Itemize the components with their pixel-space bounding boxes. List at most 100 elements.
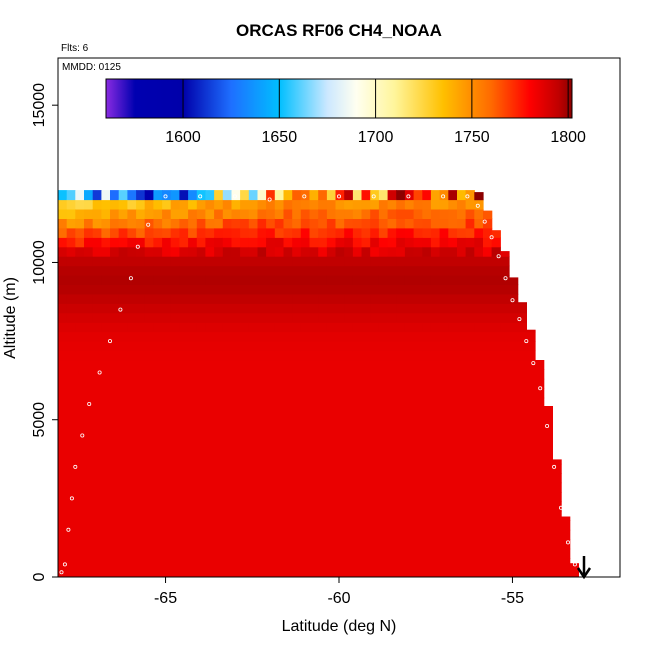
field-cell — [318, 199, 328, 210]
field-cell — [474, 369, 484, 380]
field-cell — [474, 192, 484, 201]
field-cell — [240, 360, 250, 370]
field-cell — [439, 529, 449, 540]
field-cell — [500, 360, 510, 370]
flight-track-point — [489, 235, 494, 240]
field-cell — [344, 303, 354, 314]
field-cell — [257, 529, 267, 540]
field-cell — [231, 237, 241, 248]
field-cell — [309, 454, 319, 465]
field-cell — [500, 265, 510, 276]
field-cell — [352, 529, 363, 540]
field-cell — [144, 360, 154, 370]
flight-track-point — [66, 527, 71, 532]
field-cell — [144, 388, 154, 399]
field-cell — [335, 227, 345, 238]
field-cell — [136, 482, 146, 493]
field-cell — [318, 246, 328, 257]
field-cell — [500, 492, 510, 503]
field-cell — [344, 435, 354, 446]
field-cell — [257, 444, 267, 455]
field-cell — [127, 378, 137, 389]
field-cell — [240, 529, 250, 540]
field-cell — [153, 539, 163, 550]
field-cell — [543, 492, 553, 503]
field-cell — [266, 407, 276, 418]
field-cell — [162, 227, 172, 238]
field-cell — [448, 350, 458, 361]
field-cell — [84, 426, 94, 436]
field-cell — [543, 416, 553, 427]
field-cell — [526, 426, 536, 436]
field-cell — [222, 350, 233, 361]
field-cell — [292, 209, 302, 219]
field-cell — [179, 482, 189, 493]
field-cell — [344, 492, 354, 503]
field-cell — [370, 209, 380, 219]
field-cell — [222, 237, 233, 248]
field-cell — [162, 482, 172, 493]
field-cell — [188, 426, 198, 436]
field-cell — [378, 322, 389, 333]
field-cell — [465, 473, 475, 484]
field-cell — [283, 303, 293, 314]
field-cell — [361, 407, 371, 418]
field-cell — [474, 397, 484, 408]
field-cell — [196, 246, 207, 257]
field-cell — [101, 378, 111, 389]
field-cell — [491, 378, 501, 389]
field-cell — [439, 558, 449, 569]
field-cell — [387, 246, 397, 257]
field-cell — [75, 454, 85, 465]
field-cell — [136, 567, 146, 577]
field-cell — [144, 444, 154, 455]
field-cell — [378, 293, 389, 304]
field-cell — [266, 369, 276, 380]
field-cell — [274, 369, 285, 380]
field-cell — [266, 463, 276, 474]
field-cell — [283, 293, 293, 304]
field-cell — [248, 539, 259, 550]
field-cell — [92, 284, 102, 295]
field-cell — [422, 312, 432, 323]
field-cell — [274, 190, 285, 201]
field-cell — [300, 360, 311, 370]
field-cell — [500, 251, 510, 257]
field-cell — [378, 265, 389, 276]
field-cell — [188, 482, 198, 493]
field-cell — [248, 388, 259, 399]
field-cell — [58, 284, 68, 295]
field-cell — [101, 567, 111, 577]
field-cell — [483, 510, 493, 521]
field-cell — [448, 246, 458, 257]
field-cell — [318, 397, 328, 408]
field-cell — [136, 416, 146, 427]
field-cell — [552, 459, 562, 465]
field-cell — [266, 275, 276, 285]
field-cell — [266, 501, 276, 512]
field-cell — [517, 463, 527, 474]
field-cell — [396, 265, 406, 276]
field-cell — [422, 539, 432, 550]
field-cell — [231, 312, 241, 323]
field-cell — [292, 416, 302, 427]
field-cell — [162, 435, 172, 446]
field-cell — [465, 520, 475, 531]
field-cell — [118, 256, 128, 267]
field-cell — [188, 378, 198, 389]
field-cell — [517, 444, 527, 455]
field-cell — [292, 548, 302, 559]
field-cell — [118, 397, 128, 408]
field-cell — [361, 463, 371, 474]
field-cell — [526, 539, 536, 550]
field-cell — [318, 256, 328, 267]
field-cell — [387, 275, 397, 285]
field-cell — [118, 388, 128, 399]
field-cell — [491, 265, 501, 276]
field-cell — [300, 473, 311, 484]
field-cell — [439, 510, 449, 521]
field-cell — [118, 482, 128, 493]
field-cell — [170, 341, 180, 352]
field-cell — [127, 548, 137, 559]
field-cell — [457, 227, 467, 238]
